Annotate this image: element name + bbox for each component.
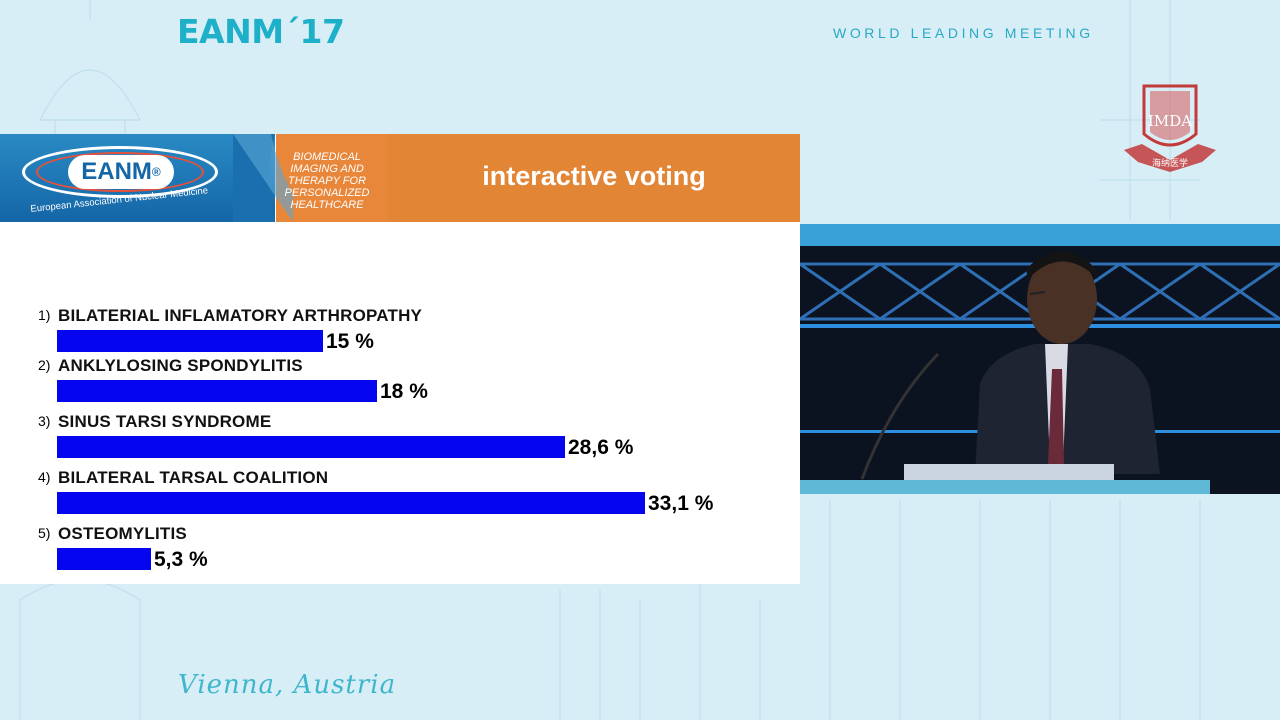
poll-option-label: BILATERAL TARSAL COALITION [58,468,329,487]
poll-option-number: 1) [38,307,51,323]
voting-slide: EANM ® European Association of Nuclear Me… [0,134,800,584]
theme-line: BIOMEDICAL [293,151,361,163]
poll-option-number: 3) [38,413,51,429]
poll-option-label: OSTEOMYLITIS [58,524,187,543]
header-title-panel [388,134,800,222]
logo-registered: ® [151,165,161,179]
poll-value-label: 15 % [326,330,374,353]
poll-option-label: BILATERIAL INFLAMATORY ARTHROPATHY [58,306,423,325]
poll-value-label: 28,6 % [568,436,634,459]
theme-line: HEALTHCARE [290,199,364,211]
slide-title: interactive voting [482,161,706,191]
svg-text:海纳医学: 海纳医学 [1152,157,1188,169]
header-theme-panel [276,134,388,222]
poll-bar [57,492,645,514]
poll-option-number: 4) [38,469,51,485]
header-theme-text: BIOMEDICAL IMAGING AND THERAPY FOR PERSO… [282,151,372,211]
slide-header: EANM ® European Association of Nuclear Me… [0,134,800,222]
stage-floor [800,480,1210,494]
poll-option-number: 2) [38,357,51,373]
header-fold-decoration [233,134,293,222]
poll-value-label: 33,1 % [648,492,714,515]
event-tagline: WORLD LEADING MEETING [833,25,1094,41]
speaker-video-image [800,224,1280,494]
poll-option-label: SINUS TARSI SYNDROME [58,412,272,431]
logo-text: EANM [81,158,152,185]
logo-wordmark: EANM ® [68,155,174,189]
event-brand: EANM´17 [177,12,345,51]
logo-ring-outer [22,146,218,198]
poll-bar [57,330,323,352]
svg-text:IMDA: IMDA [1148,112,1192,130]
poll-bar [57,436,565,458]
logo-ring-inner [36,152,204,192]
poll-value-label: 5,3 % [154,548,208,571]
theme-line: PERSONALIZED [284,187,370,199]
poll-bar [57,548,151,570]
poll-bar [57,380,377,402]
speaker-video-feed [800,224,1280,494]
eanm-logo: EANM ® European Association of Nuclear Me… [0,134,275,222]
imda-seal-logo: IMDA 海纳医学 [1124,84,1216,172]
poll-value-label: 18 % [380,380,428,403]
event-city: Vienna, Austria [178,670,397,700]
poll-option-number: 5) [38,525,51,541]
theme-line: IMAGING AND [290,163,364,175]
theme-line: THERAPY FOR [287,175,367,187]
poll-option-label: ANKLYLOSING SPONDYLITIS [58,356,303,375]
